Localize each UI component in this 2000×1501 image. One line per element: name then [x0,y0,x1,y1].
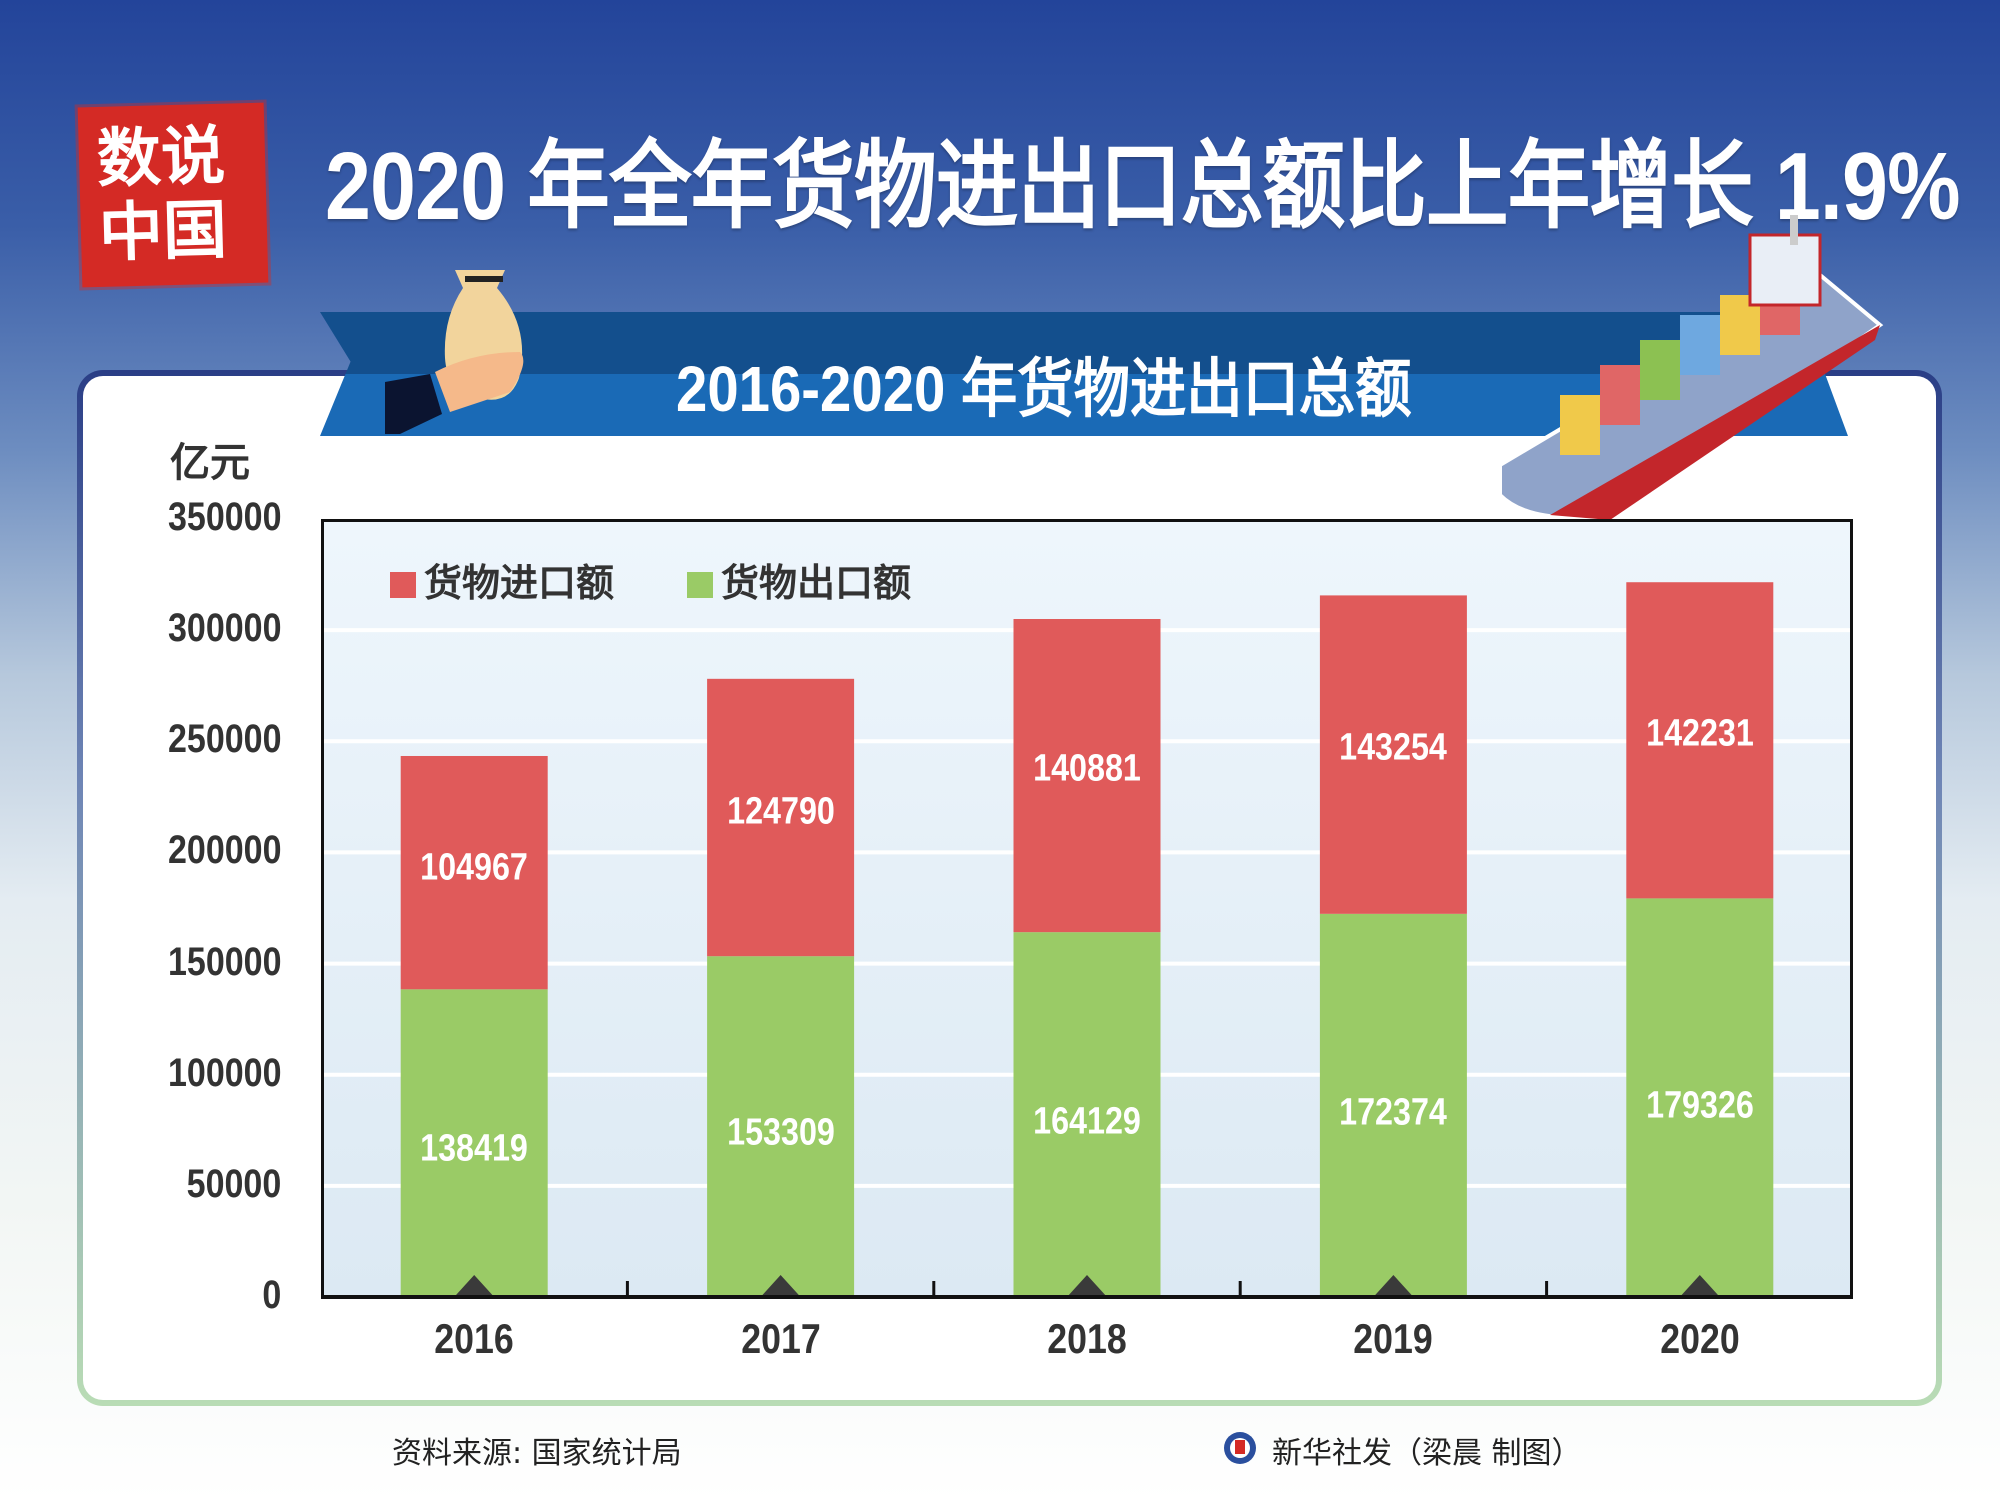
data-label: 138419 [420,1127,529,1170]
bar-import-2019 [1319,595,1467,914]
data-label: 142231 [1645,712,1754,755]
bar-marker-triangle [1679,1275,1720,1297]
bar-import-2020 [1626,582,1774,899]
credit-note: 新华社发（梁晨 制图） [1272,1436,1582,1471]
legend-swatch-export [687,572,713,598]
bar-import-2018 [1013,619,1161,933]
legend-swatch-import [390,572,416,598]
legend-item-export: 货物出口额 [687,552,911,607]
y-tick-label: 350000 [167,495,281,539]
data-label: 124790 [726,790,835,833]
data-label: 179326 [1645,1084,1754,1127]
container-ship-icon [1498,215,1884,520]
bar-import-2016 [400,755,548,990]
bar-export-2019 [1319,913,1467,1297]
y-tick-label: 150000 [167,939,281,984]
x-tick-label: 2020 [1660,1315,1740,1362]
x-tick-label: 2018 [1047,1315,1127,1362]
bar-marker-triangle [1373,1275,1414,1297]
bar-import-2017 [707,678,855,957]
legend-label-export: 货物出口额 [721,563,912,605]
y-axis-unit-label: 亿元 [170,441,250,485]
bar-marker-triangle [1067,1275,1107,1297]
y-tick-label: 300000 [167,606,281,651]
data-label: 172374 [1339,1091,1448,1134]
chart-subtitle: 2016-2020 年货物进出口总额 [676,353,1412,425]
data-label: 143254 [1339,726,1448,769]
legend-item-import: 货物进口额 [390,552,614,607]
y-tick-label: 100000 [167,1050,281,1095]
bar-export-2017 [707,956,855,1297]
source-note: 资料来源: 国家统计局 [392,1436,682,1471]
money-bag-hand-icon [385,270,524,434]
bar-export-2020 [1626,898,1774,1297]
legend-label-import: 货物进口额 [424,563,615,605]
bar-export-2018 [1013,932,1161,1297]
x-tick-label: 2019 [1353,1315,1434,1362]
data-label: 153309 [726,1111,835,1154]
data-label: 164129 [1033,1100,1141,1143]
data-label: 104967 [420,846,529,889]
y-tick-label: 0 [262,1273,281,1317]
y-tick-label: 50000 [186,1161,281,1206]
bar-marker-triangle [454,1275,495,1297]
main-title: 2020 年全年货物进出口总额比上年增长 1.9% [325,133,1960,240]
y-tick-label: 250000 [167,717,281,762]
x-tick-label: 2017 [740,1315,821,1362]
bar-export-2016 [400,989,548,1297]
bar-marker-triangle [760,1275,801,1297]
data-label: 140881 [1033,747,1141,790]
y-tick-label: 200000 [167,828,281,873]
x-tick-label: 2016 [434,1315,514,1362]
xinhua-logo-icon [1224,1432,1256,1464]
